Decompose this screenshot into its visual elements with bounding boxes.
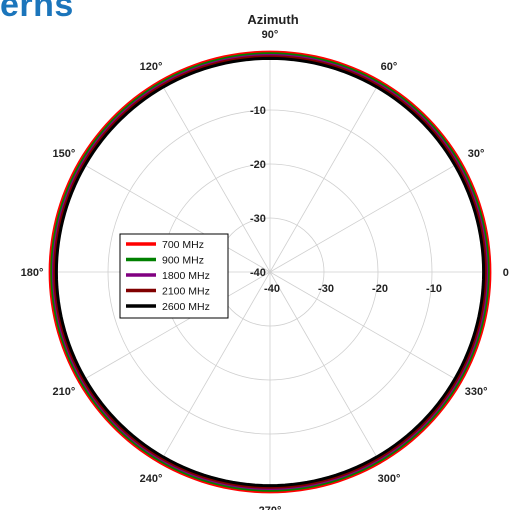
angle-tick-label: 330°	[465, 386, 488, 398]
radial-tick-label: -40	[250, 267, 266, 279]
tick-labels: 0° 30° 60° 90° 120° 150° 180° 210° 240° 270° 300° 3…	[21, 29, 509, 510]
angle-tick-label: 180°	[21, 267, 44, 279]
angle-tick-label: 240°	[140, 473, 163, 485]
radial-tick-label: -30	[318, 283, 334, 295]
chart-legend: 700 MHz 900 MHz 1800 MHz 2100 MHz 2600 MHz	[119, 233, 229, 319]
radial-tick-label: -10	[426, 283, 442, 295]
grid-spoke	[269, 163, 458, 273]
legend-label: 1800 MHz	[162, 270, 210, 282]
series-line	[54, 56, 486, 488]
radial-tick-label: -40	[264, 283, 280, 295]
angle-tick-label: 30°	[468, 148, 485, 160]
angle-tick-label: 60°	[381, 61, 398, 73]
series-layer	[48, 50, 492, 494]
grid-spoke	[161, 271, 271, 460]
radial-tick-label: -10	[250, 105, 266, 117]
grid-spoke	[82, 163, 271, 273]
legend-label: 700 MHz	[162, 239, 204, 251]
legend-label: 900 MHz	[162, 255, 204, 267]
angle-tick-label: 300°	[378, 473, 401, 485]
angle-tick-label: 270°	[259, 505, 282, 510]
radial-tick-label: -20	[250, 159, 266, 171]
angle-tick-label: 0°	[503, 267, 509, 279]
angle-tick-label: 90°	[262, 29, 279, 41]
grid-spoke	[269, 271, 458, 381]
grid-spoke	[269, 84, 379, 273]
radial-tick-label: -30	[250, 213, 266, 225]
chart-title: Azimuth	[247, 12, 298, 27]
page-header-fragment: erns	[0, 0, 74, 24]
angle-tick-label: 210°	[53, 386, 76, 398]
grid-spoke	[161, 84, 271, 273]
angle-tick-label: 120°	[140, 61, 163, 73]
angle-tick-label: 150°	[53, 148, 76, 160]
grid-spoke	[82, 271, 271, 381]
grid-spoke	[269, 271, 379, 460]
radial-tick-label: -20	[372, 283, 388, 295]
legend-label: 2600 MHz	[162, 301, 210, 313]
legend-label: 2100 MHz	[162, 286, 210, 298]
